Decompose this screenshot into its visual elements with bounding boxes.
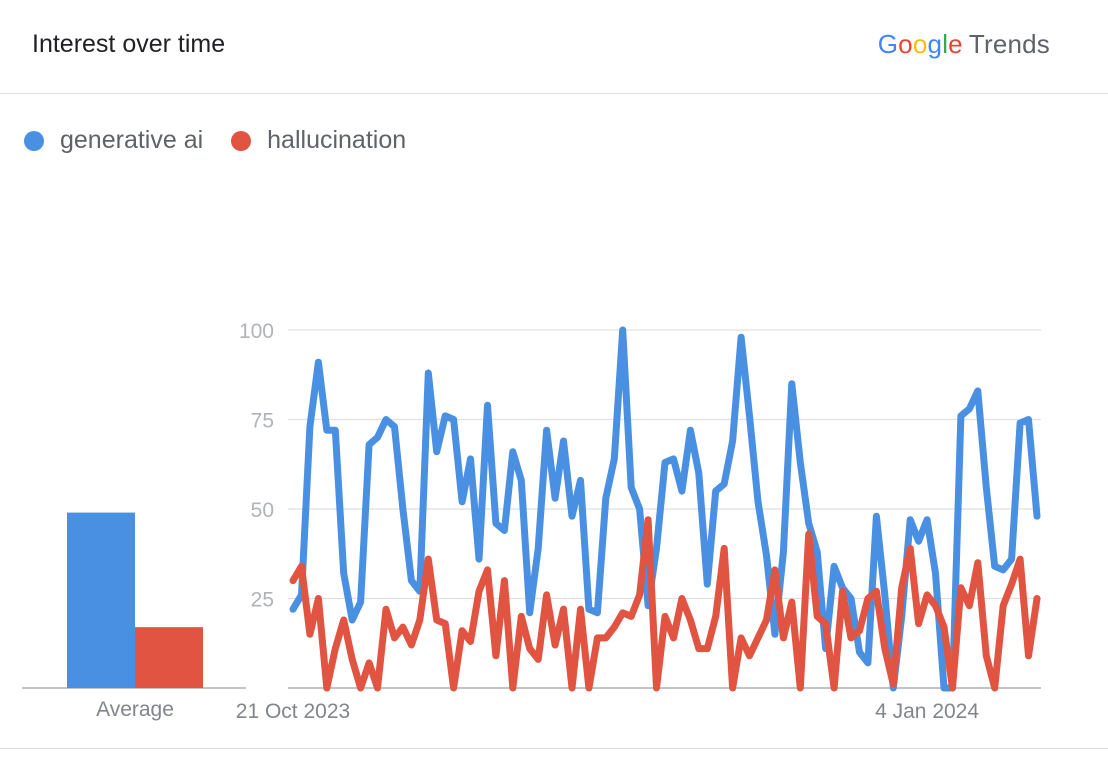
y-tick-label: 25 [251,589,274,612]
brand-trends-word: Trends [968,29,1050,59]
legend-dot-icon [231,130,252,151]
google-trends-logo[interactable]: Google Trends [878,29,1050,60]
series-line-generative-ai [289,326,1041,692]
y-tick-label: 50 [251,499,274,522]
legend-item-generative-ai[interactable]: generative ai [24,126,203,155]
legend-label: generative ai [60,126,204,154]
brand-letter: o [898,29,913,59]
y-tick-label: 75 [251,410,274,433]
brand-letter: l [942,29,949,59]
y-tick-label: 100 [239,320,274,343]
brand-letter: o [912,29,928,59]
average-bar-generative-ai [67,512,135,688]
brand-letter: G [877,29,899,59]
card-footer-divider [0,748,1108,749]
legend-dot-icon [24,130,44,151]
brand-google-word: Google [878,29,963,59]
chart-legend: generative ai hallucination [24,126,434,155]
page-title: Interest over time [32,30,226,58]
chart-tick-labels: 21 Oct 2023 4 Jan 2024 [236,700,980,723]
average-bar-hallucination [135,627,203,688]
average-label: Average [96,698,174,721]
x-tick-label: 21 Oct 2023 [236,700,350,723]
line-chart-series [289,326,1041,692]
legend-item-hallucination[interactable]: hallucination [231,126,406,155]
series-line-hallucination [289,516,1041,692]
card-header: Interest over time Google Trends [0,0,1108,94]
brand-letter: g [927,29,943,59]
brand-letter: e [948,29,963,59]
average-bar-chart: Average [22,512,246,721]
legend-label: hallucination [267,126,407,154]
x-tick-label: 4 Jan 2024 [875,700,979,723]
